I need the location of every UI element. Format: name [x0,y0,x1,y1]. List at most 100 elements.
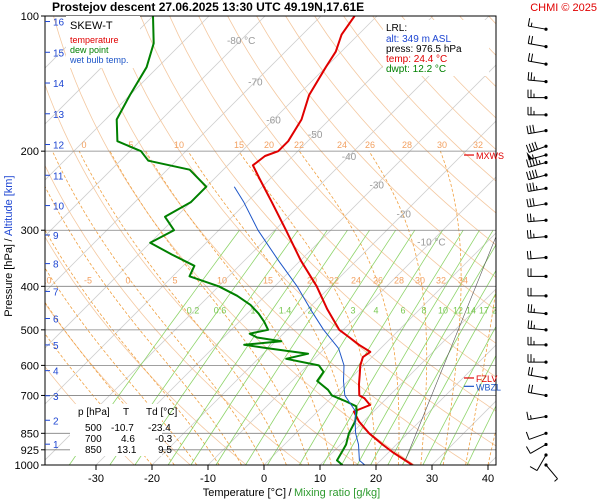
legend-box [66,16,140,68]
isotherm-label: -30 [370,180,385,191]
isotherm-label: -50 [308,130,323,141]
wind-barb [526,213,548,223]
wind-barb-station [544,202,548,206]
wind-barb-flag [527,53,531,62]
wind-barb [527,320,548,332]
lrl-altitude: alt: 349 m ASL [386,34,451,45]
wind-barb [527,354,548,364]
wind-barb [527,268,548,278]
wind-barb [526,156,548,168]
dry-adiabat-line [169,16,496,378]
wind-barb-flag [527,303,530,313]
parcel-line [404,236,496,461]
isotherm-label: -80 °C [227,36,255,47]
wind-barb-flag [526,159,530,168]
wind-barb [526,124,548,135]
adiabat-label: -10 [38,275,51,285]
wind-barb-flag [532,197,535,206]
adiabat-label: 15 [234,140,244,150]
wind-barb-flag [527,35,531,44]
mixing-ratio-line [387,269,496,465]
level-table-cell: -10.7 [111,423,134,434]
mixing-ratio-label: 14 [466,305,476,315]
y-tick-label: 100 [21,11,39,23]
credit-text: CHMI © 2025 [530,2,597,14]
mixing-ratio-line [190,229,348,465]
mixing-ratio-label: 8 [421,305,426,315]
x-tick-label: 0 [261,473,267,485]
wind-barb-flag [530,53,534,62]
altitude-tick-label: 9 [53,231,59,242]
y-tick-label: 1000 [15,460,39,472]
wind-barb [526,411,548,421]
wind-barb-flag [527,366,531,375]
wind-barb [527,89,548,100]
y-tick-label: 925 [21,445,39,457]
adiabat-label: 5 [128,140,133,150]
wind-barb-staff [545,464,558,480]
wind-barb-flag [529,229,532,238]
lrl-temperature: temp: 24.4 °C [386,54,447,65]
level-table-box [70,404,162,456]
wind-barb-flag [526,411,529,420]
adiabat-label: -5 [84,275,92,285]
wind-barb [525,442,548,454]
level-marker-label: FZLV [476,374,497,384]
chart-title: Prostejov descent 27.06.2025 13:30 UTC 4… [52,0,364,14]
wind-barb-flag [526,251,529,260]
wind-barb-half-flag [530,22,533,27]
wind-barb-flag [528,143,533,152]
mixing-ratio-label: 4 [373,305,378,315]
isotherm-label: -10 °C [417,238,445,249]
mixing-ratio-label: 0.2 [187,305,200,315]
lrl-box [383,20,489,76]
wind-barb-flag [527,72,530,81]
wind-barbs [525,18,558,482]
dry-adiabat-line [285,16,496,246]
wind-barb-flag [526,125,529,134]
wind-barb-station [544,129,548,133]
altitude-tick-label: 14 [53,79,65,90]
mixing-ratio-line [439,354,496,465]
adiabat-label: 28 [394,275,404,285]
wind-barb-flag [530,72,533,81]
level-table-cell: 4.6 [121,434,135,445]
moist-adiabat-line [52,151,265,465]
wind-barb-flag [530,320,533,329]
wind-barb-flag [528,171,532,180]
wind-barb-flag [525,431,530,440]
wind-barb-staff [528,42,547,48]
y-tick-label: 500 [21,325,39,337]
x-tick-label: -30 [88,473,104,485]
level-table-cell: 13.1 [117,445,137,456]
x-tick-label: 10 [314,473,326,485]
mixing-ratio-line [422,325,496,465]
wind-barb-half-flag [554,478,558,482]
y-tick-label: 850 [21,428,39,440]
wind-barb-staff [530,444,547,454]
y-tick-label: 600 [21,360,39,372]
wind-barb [526,197,548,208]
dry-adiabat-line [256,16,496,278]
mixing-ratio-label: 1.4 [279,305,292,315]
x-tick-label: -20 [144,473,160,485]
mixing-ratio-label: 0.6 [214,305,227,315]
y-axis-title: Pressure [hPa] / Altitude [km] [3,175,15,316]
level-table-cell: 700 [85,434,102,445]
wind-barb-flag [526,230,529,239]
mixing-ratio-label: 12 [453,305,463,315]
wind-barb-flag [526,213,529,222]
mixing-ratio-line [215,229,370,465]
altitude-tick-label: 16 [53,18,65,29]
adiabat-label: 26 [365,140,375,150]
wind-barb-flag [529,213,532,222]
adiabat-label: 30 [415,275,425,285]
isotherm-label: -60 [266,115,281,126]
wind-barb-flag [528,158,532,167]
isotherm-line [375,344,496,465]
wind-barb-flag [531,157,535,166]
axes: -30 -20 -10 0 10 20 30 401002003004005006007008… [15,11,495,485]
moist-adiabat-line [298,150,400,465]
